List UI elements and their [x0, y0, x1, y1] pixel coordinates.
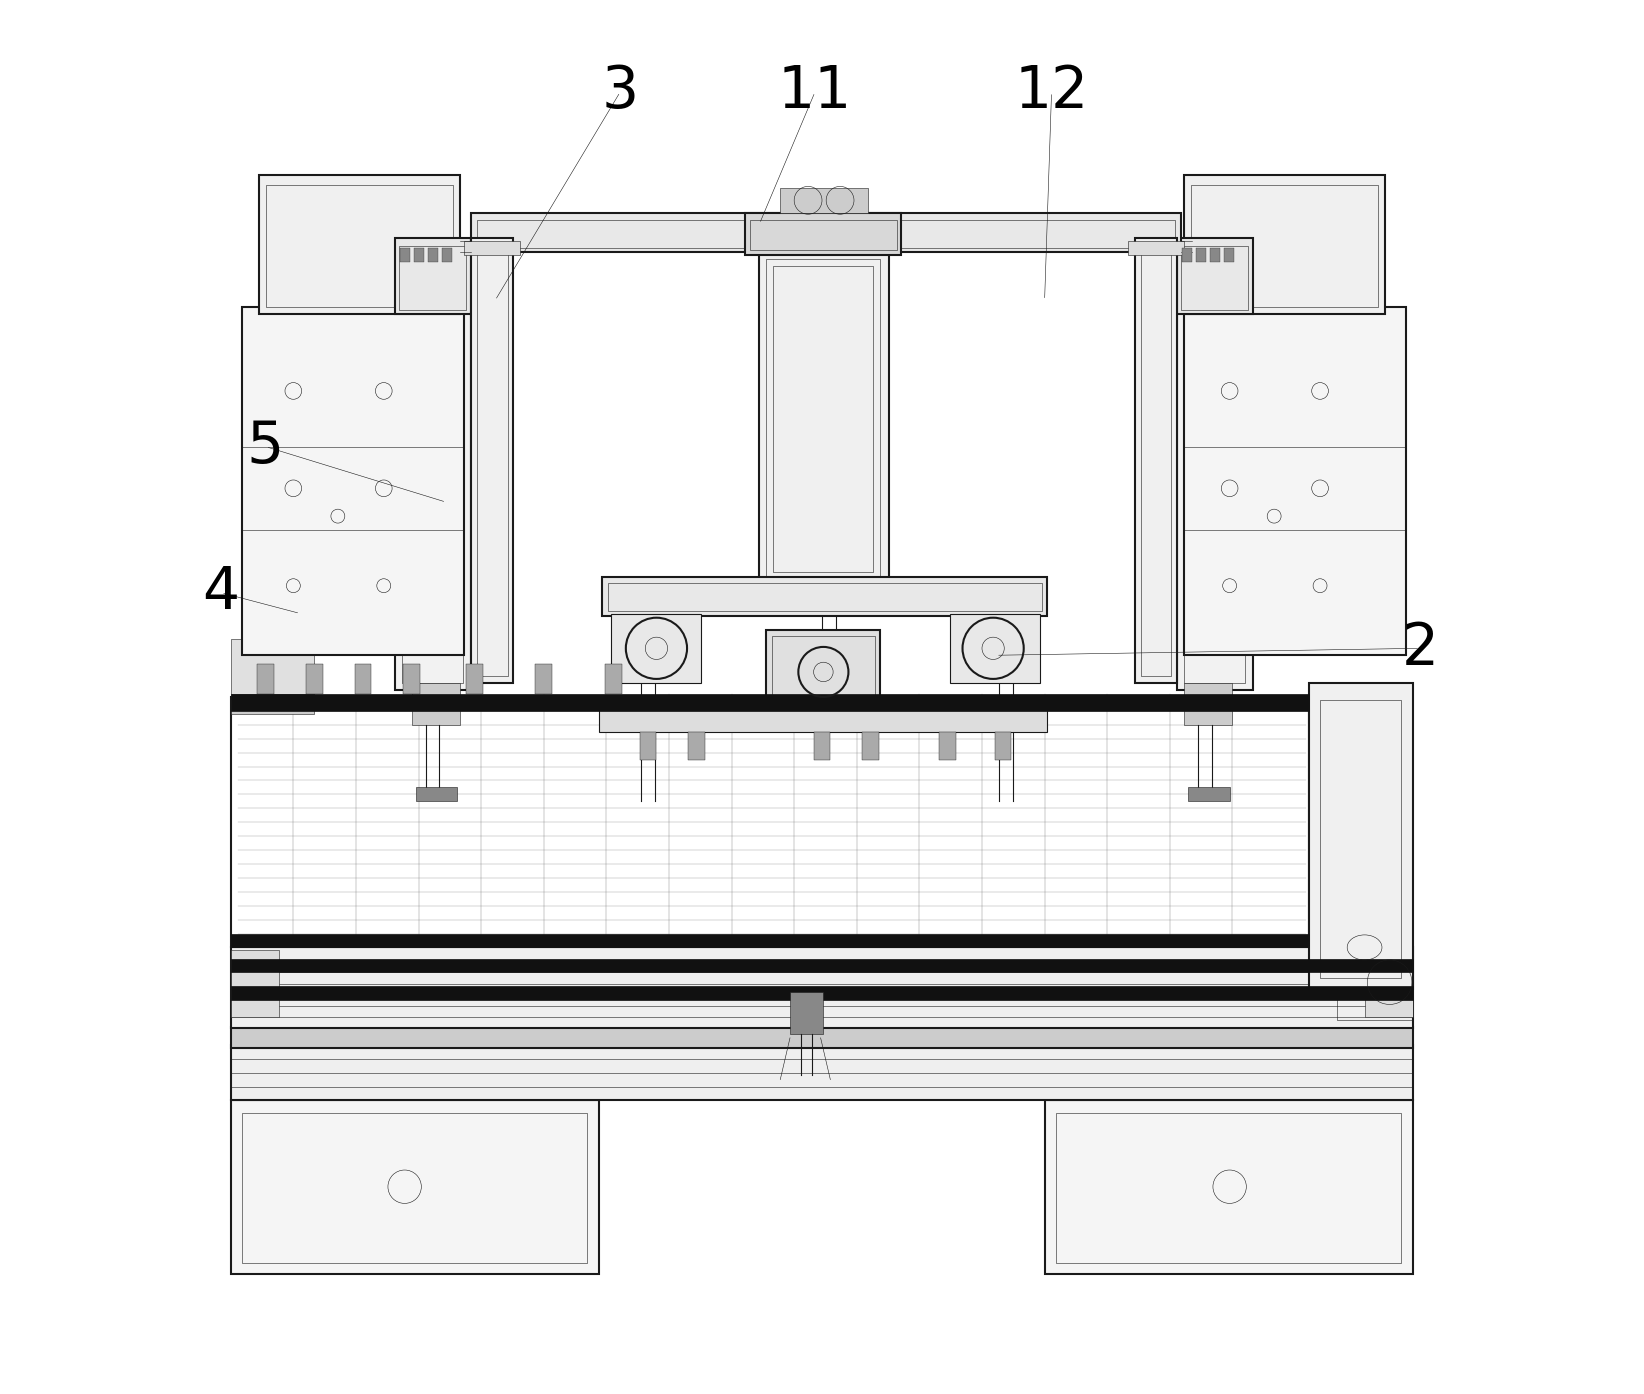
- Bar: [429, 248, 437, 262]
- Bar: [355, 664, 372, 694]
- Bar: [640, 732, 656, 760]
- Bar: [230, 1027, 1414, 1047]
- Bar: [1337, 944, 1414, 1020]
- Bar: [1044, 1100, 1414, 1274]
- Bar: [863, 732, 880, 760]
- Bar: [1184, 683, 1233, 725]
- Bar: [416, 788, 457, 802]
- Bar: [689, 732, 705, 760]
- Bar: [1365, 951, 1414, 1018]
- Bar: [608, 583, 1042, 611]
- Bar: [602, 577, 1047, 616]
- Bar: [266, 185, 454, 308]
- Bar: [814, 732, 830, 760]
- Bar: [1189, 788, 1230, 802]
- Bar: [1320, 700, 1401, 979]
- Bar: [1182, 248, 1192, 262]
- Bar: [1177, 238, 1253, 315]
- Bar: [1184, 308, 1406, 655]
- Bar: [745, 213, 901, 255]
- Bar: [995, 732, 1011, 760]
- Bar: [536, 664, 552, 694]
- Bar: [258, 176, 460, 315]
- Bar: [1309, 683, 1414, 990]
- Bar: [1180, 247, 1248, 311]
- Bar: [403, 664, 419, 694]
- Bar: [1184, 176, 1386, 315]
- Bar: [750, 220, 898, 251]
- Bar: [230, 697, 1309, 948]
- Bar: [773, 636, 875, 708]
- Bar: [1055, 1112, 1401, 1263]
- Bar: [1177, 259, 1253, 690]
- Bar: [950, 613, 1041, 683]
- Bar: [256, 664, 275, 694]
- Bar: [306, 664, 322, 694]
- Bar: [472, 213, 1180, 252]
- Bar: [465, 664, 483, 694]
- Bar: [766, 630, 881, 714]
- Bar: [230, 934, 1309, 948]
- Bar: [411, 683, 460, 725]
- Bar: [1134, 238, 1177, 683]
- Bar: [605, 664, 621, 694]
- Bar: [395, 238, 472, 315]
- Bar: [1184, 273, 1245, 683]
- Bar: [1210, 248, 1220, 262]
- Bar: [477, 220, 1175, 248]
- Bar: [230, 948, 1414, 1029]
- Text: 3: 3: [602, 63, 640, 120]
- Bar: [401, 248, 411, 262]
- Bar: [1128, 241, 1184, 255]
- Bar: [230, 1046, 1414, 1100]
- Bar: [1190, 185, 1378, 308]
- Text: 11: 11: [778, 63, 852, 120]
- Bar: [395, 259, 472, 690]
- Bar: [230, 638, 314, 694]
- Text: 2: 2: [1402, 620, 1438, 677]
- Bar: [442, 248, 452, 262]
- Bar: [1141, 245, 1171, 676]
- Bar: [230, 959, 1414, 973]
- Bar: [791, 993, 824, 1034]
- Bar: [477, 245, 508, 676]
- Bar: [401, 273, 464, 683]
- Bar: [1225, 248, 1233, 262]
- Bar: [939, 732, 955, 760]
- Bar: [600, 707, 1047, 732]
- Bar: [399, 247, 465, 311]
- Bar: [760, 252, 889, 585]
- Bar: [414, 248, 424, 262]
- Bar: [766, 259, 881, 579]
- Bar: [230, 694, 314, 714]
- Text: 5: 5: [247, 418, 284, 475]
- Text: 12: 12: [1014, 63, 1088, 120]
- Bar: [230, 987, 1414, 1001]
- Bar: [230, 1100, 600, 1274]
- Bar: [1197, 248, 1207, 262]
- Bar: [781, 188, 868, 213]
- Bar: [472, 238, 513, 683]
- Bar: [465, 241, 520, 255]
- Bar: [610, 613, 700, 683]
- Bar: [230, 951, 279, 1018]
- Bar: [773, 266, 873, 572]
- Bar: [242, 1112, 587, 1263]
- Bar: [230, 694, 1309, 711]
- Text: 4: 4: [202, 565, 240, 622]
- Bar: [242, 308, 465, 655]
